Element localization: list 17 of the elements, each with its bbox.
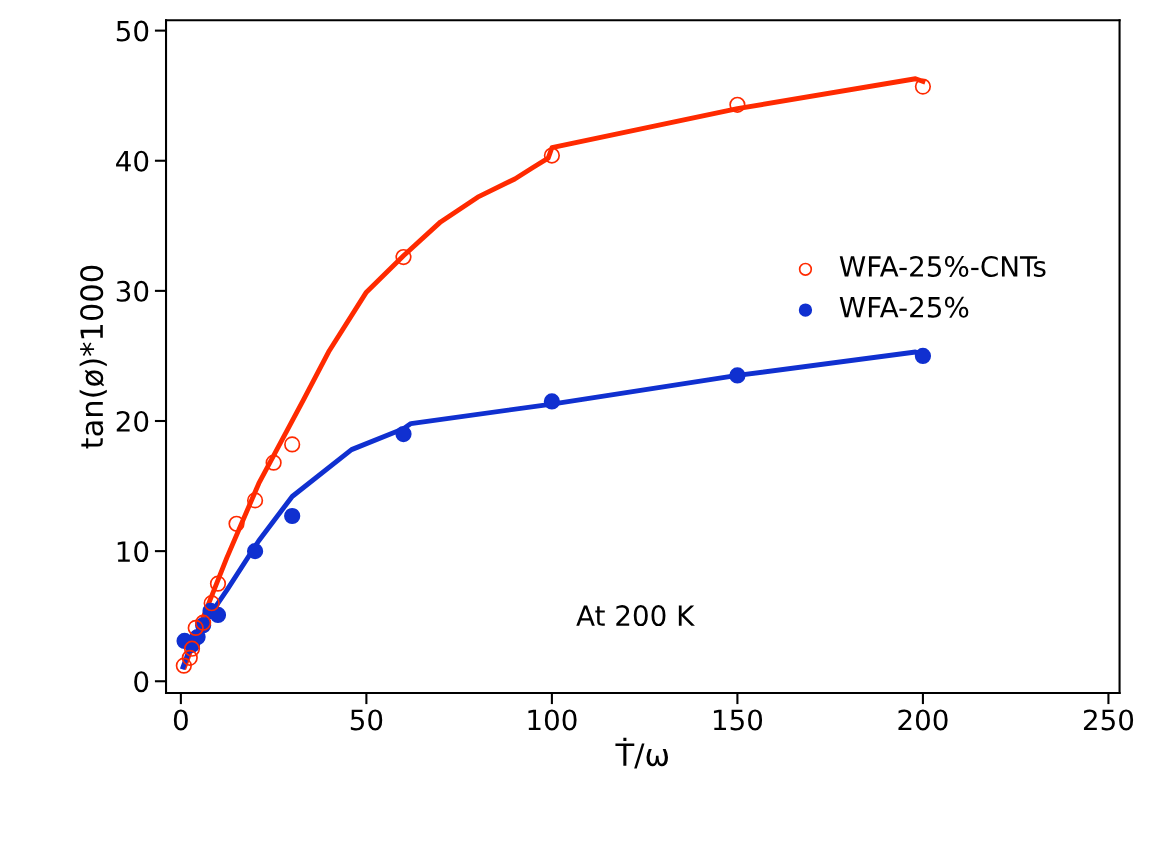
x-tick-label: 150 <box>713 709 763 731</box>
legend-label: WFA-25% <box>839 296 969 318</box>
y-tick-label: 50 <box>116 20 149 42</box>
y-axis-title: tan(ø)*1000 <box>79 265 107 449</box>
y-tick-label: 10 <box>117 541 149 563</box>
x-tick-label: 50 <box>350 709 383 731</box>
legend-label: WFA-25%-CNTs <box>839 255 1046 277</box>
annotation: At 200 K <box>576 605 695 627</box>
x-axis-title: Ṫ/ω <box>615 737 668 769</box>
x-tick-label: 200 <box>898 709 948 731</box>
x-tick-label: 100 <box>528 709 577 731</box>
x-tick-label: 0 <box>173 709 188 731</box>
y-tick-label: 40 <box>116 150 149 172</box>
y-tick-label: 20 <box>116 410 149 432</box>
y-tick-label: 0 <box>134 671 149 693</box>
y-tick-label: 30 <box>116 280 149 302</box>
x-tick-label: 250 <box>1083 709 1134 731</box>
